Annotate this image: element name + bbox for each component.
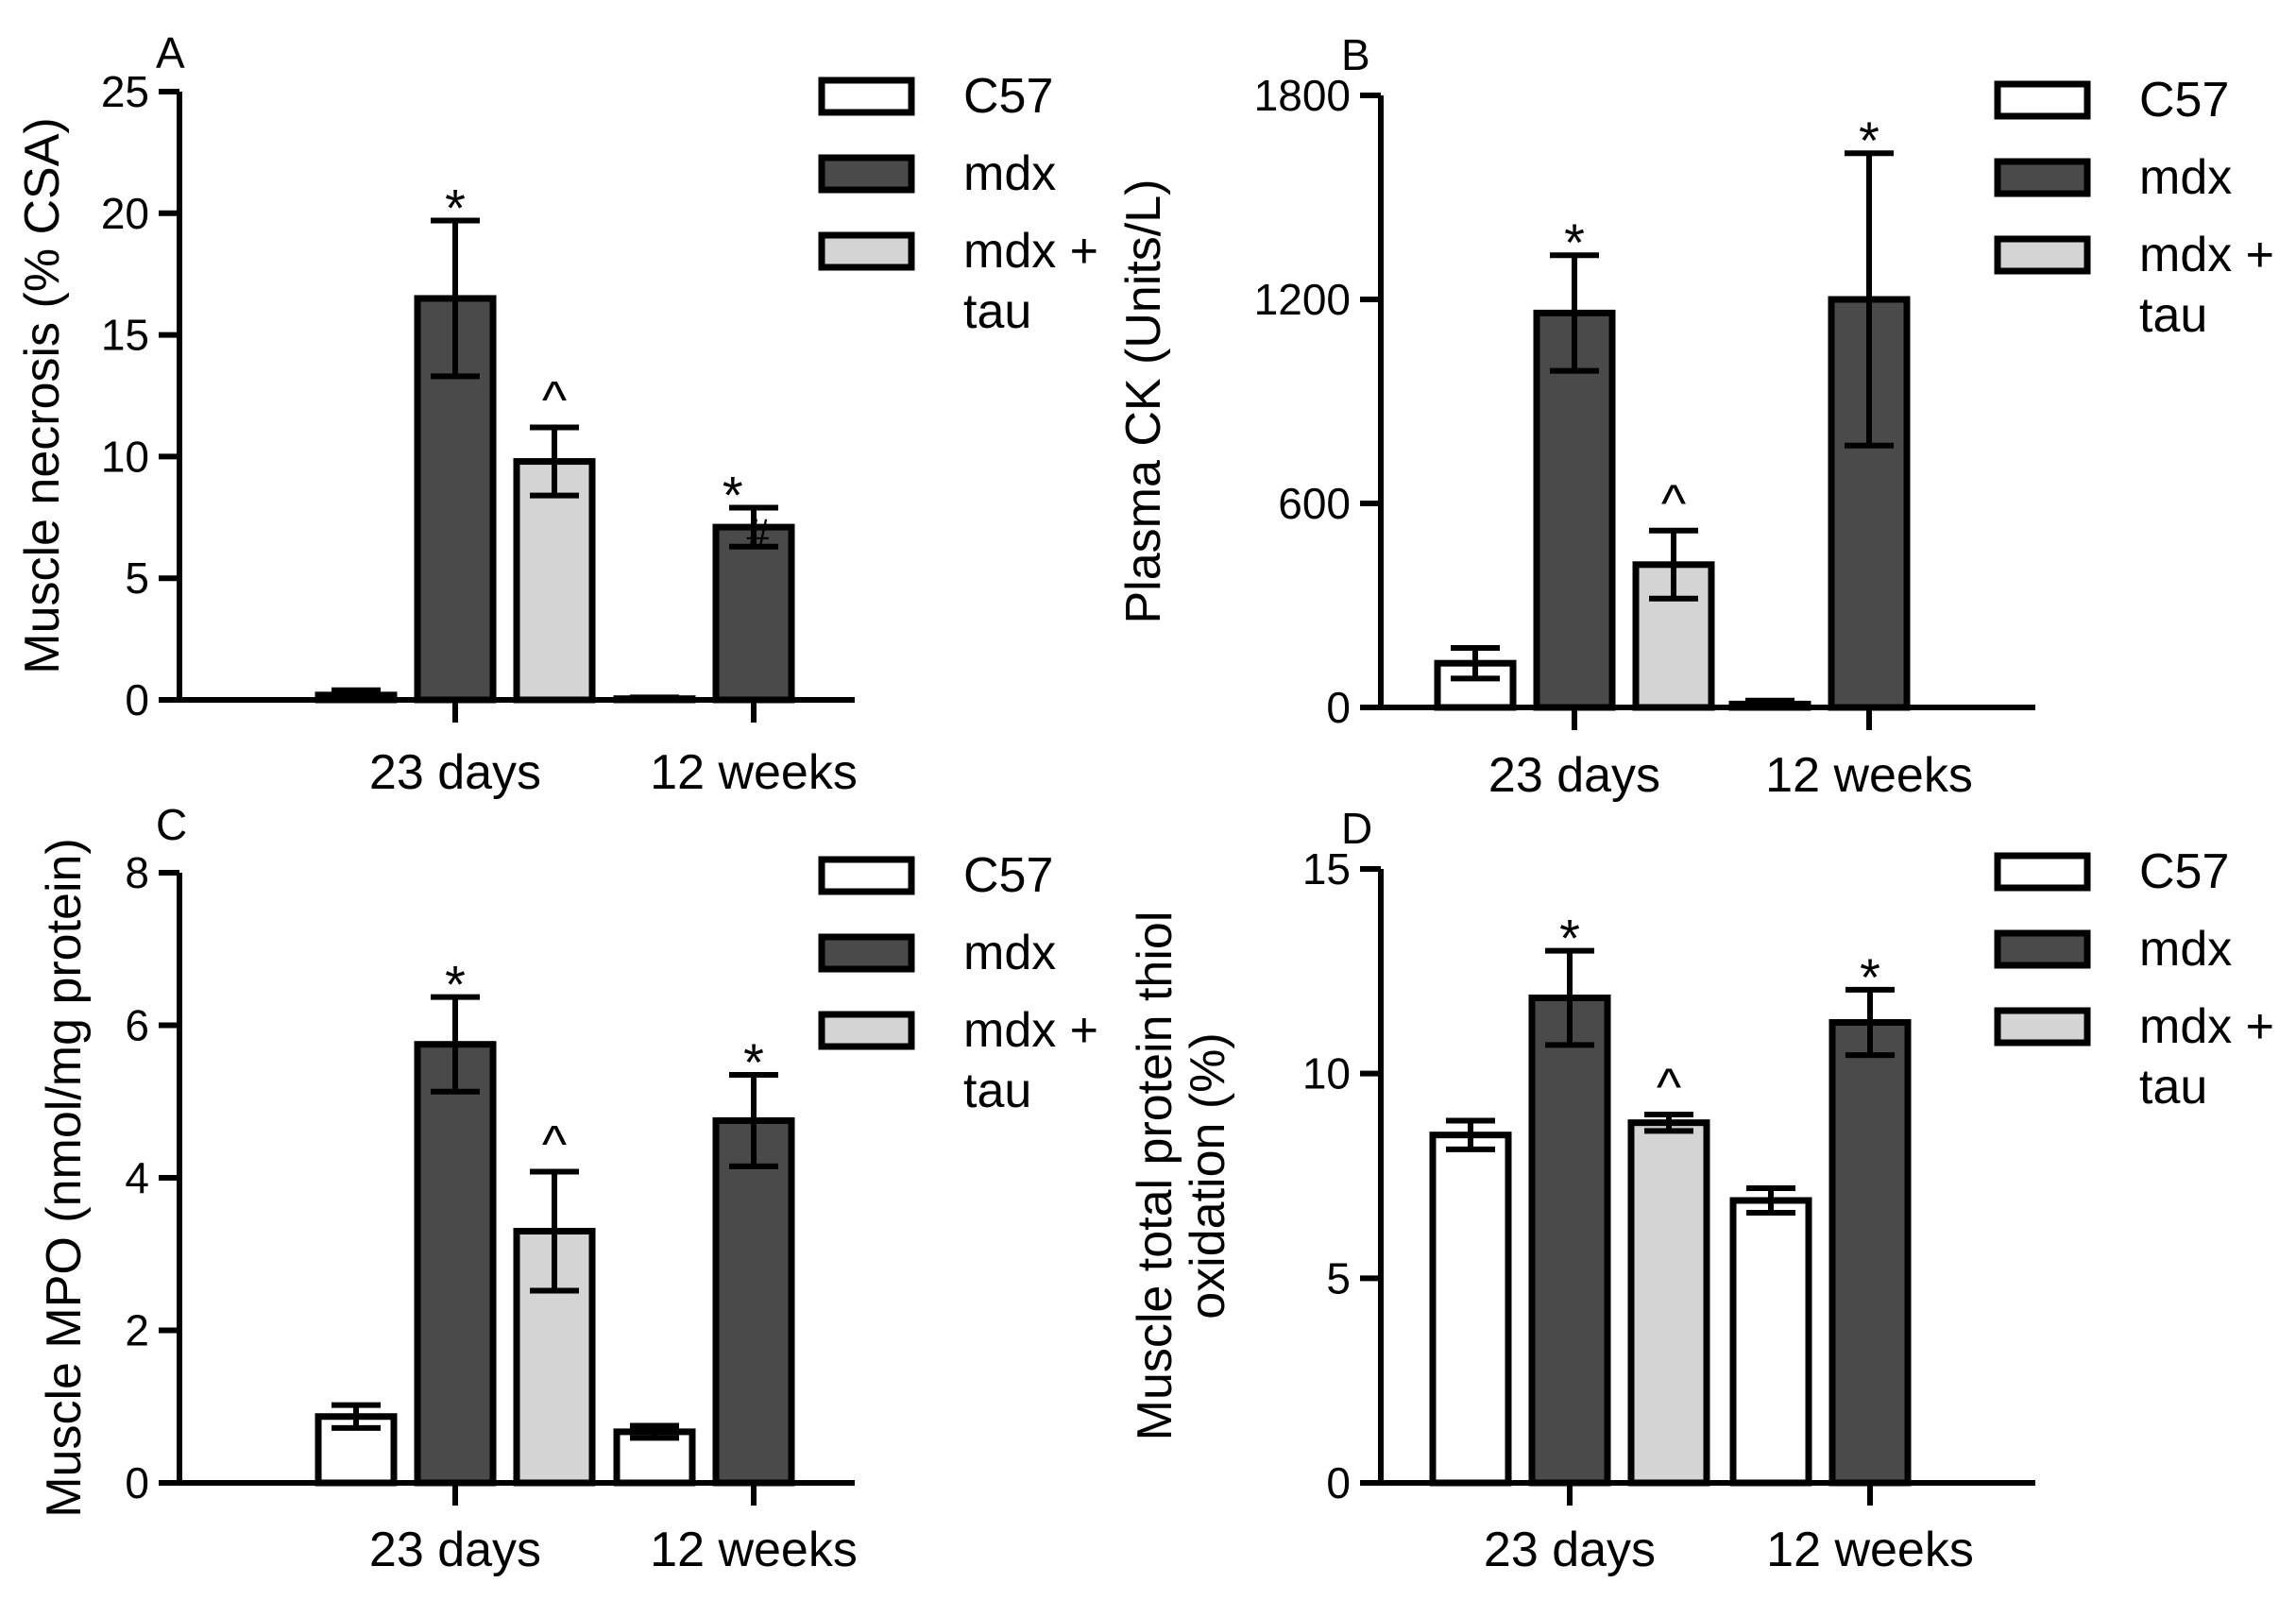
significance-label: * — [445, 179, 466, 238]
significance-label: * — [1860, 947, 1880, 1007]
legend-swatch-mdx — [818, 154, 915, 194]
x-category-label: 23 days — [1488, 748, 1660, 803]
chart-panel-A: A 0 5 10 15 20 25 Muscle necrosis (% CSA) 23 day… — [15, 28, 1098, 800]
legend-swatch-mdx-tau — [1994, 1007, 2091, 1047]
x-category-label: 12 weeks — [1765, 748, 1973, 803]
legend-label: mdx + tau — [2139, 999, 2274, 1115]
legend-swatch-mdx-tau — [1994, 235, 2091, 275]
y-tick-label: 2 — [125, 1306, 149, 1355]
legend-label: mdx + tau — [963, 1003, 1098, 1118]
legend-swatch-mdx — [1994, 158, 2091, 197]
y-tick-label: 0 — [1326, 1458, 1351, 1507]
y-tick-label: 600 — [1278, 479, 1351, 528]
significance-label: * — [743, 1032, 764, 1092]
significance-label: * — [1859, 111, 1879, 170]
bar-c57 — [1729, 1197, 1812, 1487]
bar-mdx — [1828, 1019, 1912, 1487]
y-tick-label: 15 — [1302, 844, 1351, 894]
legend-label: mdx — [2139, 922, 2232, 977]
significance-label: * — [1559, 909, 1580, 968]
legend-swatch-c57 — [1994, 852, 2091, 892]
y-tick-label: 8 — [125, 848, 149, 897]
bar-mdx — [414, 1041, 497, 1487]
bar-mdx — [1528, 995, 1611, 1487]
y-tick-label: 4 — [125, 1153, 149, 1202]
legend-label: C57 — [963, 848, 1053, 903]
legend-label: C57 — [2139, 73, 2229, 128]
panel-label: B — [1341, 30, 1370, 79]
y-tick-label: 1800 — [1254, 71, 1351, 120]
y-tick-label: 5 — [1326, 1253, 1351, 1302]
y-tick-label: 6 — [125, 1001, 149, 1050]
y-tick-label: 5 — [125, 553, 149, 603]
significance-label: * — [1564, 213, 1585, 272]
y-tick-label: 0 — [125, 1458, 149, 1507]
bar-mdx — [712, 1116, 795, 1487]
y-axis-title: Muscle MPO (nmol/mg protein) — [37, 838, 92, 1518]
significance-label: ^ — [1661, 473, 1686, 533]
y-tick-label: 0 — [1326, 683, 1351, 732]
significance-label: ^ — [1657, 1057, 1681, 1116]
bar-c57 — [1429, 1132, 1512, 1487]
x-category-label: 12 weeks — [650, 745, 858, 800]
bar-mdx-tau — [1627, 1119, 1710, 1487]
significance-label: ^ — [542, 1115, 567, 1174]
y-tick-label: 20 — [101, 189, 149, 238]
legend-label: mdx + tau — [963, 224, 1098, 339]
y-axis-title: Plasma CK (Units/L) — [1116, 179, 1171, 624]
legend-label: mdx — [963, 146, 1056, 201]
legend-swatch-c57 — [1994, 80, 2091, 120]
significance-label: * — [445, 955, 466, 1014]
y-axis-title: Muscle total protein thioloxidation (%) — [1128, 911, 1235, 1441]
x-category-label: 12 weeks — [1766, 1523, 1974, 1577]
x-category-label: 12 weeks — [650, 1523, 858, 1577]
bar-mdx — [1533, 309, 1616, 711]
y-tick-label: 25 — [101, 67, 149, 116]
y-tick-label: 0 — [125, 675, 149, 724]
x-category-label: 23 days — [369, 1523, 541, 1577]
significance-label: ^ — [542, 369, 567, 429]
legend-label: mdx + tau — [2139, 228, 2274, 343]
significance-label: *# — [723, 465, 771, 556]
chart-panel-D: D 0 5 10 15 Muscle total protein thioloxidati… — [1128, 804, 2274, 1577]
y-tick-label: 1200 — [1254, 275, 1351, 324]
x-category-label: 23 days — [1484, 1523, 1656, 1577]
legend-swatch-mdx — [1994, 929, 2091, 969]
y-axis-title: Muscle necrosis (% CSA) — [15, 117, 70, 673]
panel-label: A — [156, 28, 185, 77]
legend-swatch-c57 — [818, 856, 915, 895]
chart-panel-B: B 0 600 1200 1800 Plasma CK (Units/L) 23 days *… — [1116, 30, 2274, 803]
legend-label: mdx — [2139, 150, 2232, 205]
x-category-label: 23 days — [369, 745, 541, 800]
legend-label: C57 — [2139, 844, 2229, 899]
panel-label: D — [1341, 804, 1372, 853]
y-tick-label: 10 — [1302, 1049, 1351, 1098]
legend-swatch-mdx — [818, 933, 915, 973]
legend-swatch-mdx-tau — [818, 231, 915, 271]
legend-swatch-c57 — [818, 77, 915, 116]
legend-label: C57 — [963, 69, 1053, 124]
y-tick-label: 15 — [101, 311, 149, 360]
y-tick-label: 10 — [101, 432, 149, 481]
legend-label: mdx — [963, 926, 1056, 980]
panel-label: C — [156, 800, 187, 849]
legend-swatch-mdx-tau — [818, 1011, 915, 1050]
chart-panel-C: C 0 2 4 6 8 Muscle MPO (nmol/mg protein) 23 day… — [37, 800, 1098, 1577]
